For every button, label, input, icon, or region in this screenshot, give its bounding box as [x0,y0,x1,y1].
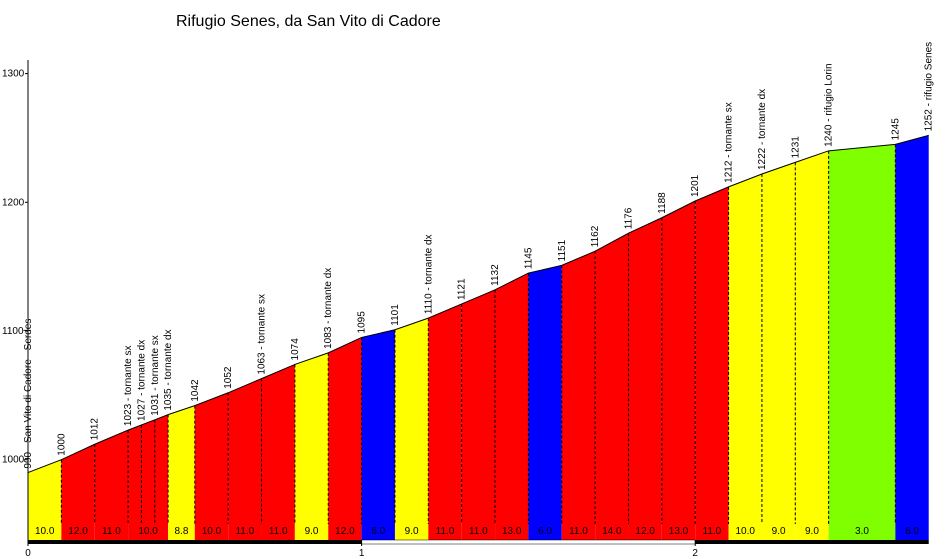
segment-area-11 [394,318,429,540]
grade-label-2: 11.0 [102,526,121,537]
point-label-3: 1023 - tornante sx [123,345,134,426]
y-tick-label-0: 1000 [2,455,25,466]
grade-label-19: 13.0 [669,526,689,537]
x-tick-label-2: 2 [692,548,698,559]
grade-label-6: 11.0 [235,526,254,537]
point-label-13: 1101 [390,304,401,326]
x-tick-label-0: 0 [25,548,31,559]
point-label-17: 1145 [523,247,534,269]
segment-area-13 [461,289,496,540]
segment-area-7 [261,364,295,540]
point-label-19: 1162 [590,225,601,247]
point-label-5: 1031 - tornante sx [150,335,161,416]
point-label-22: 1201 [690,174,701,197]
segment-area-3 [128,414,169,540]
grade-label-22: 9.0 [772,526,786,537]
segment-area-23 [795,150,829,540]
segment-area-17 [595,233,629,541]
point-label-24: 1222 - tornante dx [757,89,768,170]
segment-area-18 [628,217,662,540]
segment-area-0 [28,459,62,540]
grade-label-21: 10.0 [736,526,756,537]
grade-label-8: 9.0 [305,526,319,537]
grade-label-24: 3.0 [855,526,869,537]
x-axis-km-marker [361,539,696,545]
point-label-26: 1240 - rifugio Lorin [824,63,835,146]
segment-area-8 [294,352,329,540]
grade-label-15: 6.0 [538,526,552,537]
grade-label-23: 9.0 [805,526,819,537]
point-label-7: 1042 [190,379,201,402]
point-label-6: 1035 - tornante dx [163,329,174,410]
segment-area-9 [328,337,362,540]
segment-area-25 [895,135,929,540]
segment-area-15 [528,265,562,540]
grade-label-18: 12.0 [635,526,655,537]
point-label-8: 1052 [223,366,234,389]
segment-area-14 [495,273,529,540]
grade-label-5: 10.0 [202,526,222,537]
point-label-2: 1012 [90,418,101,441]
y-tick-label-3: 1300 [2,69,25,80]
axes: 1000 1100 1200 1300 0 1 2 [2,60,929,559]
point-label-18: 1151 [557,239,568,261]
grade-label-0: 10.0 [35,526,55,537]
grade-label-25: 6.0 [905,526,919,537]
segment-area-12 [428,303,462,540]
point-label-16: 1132 [490,264,501,286]
grade-label-1: 12.0 [68,526,88,537]
grade-label-9: 12.0 [335,526,355,537]
point-labels: 990 - San Vito di Cadore - Serdes 1000 101… [23,42,935,469]
point-label-1: 1000 [56,433,67,456]
point-label-0: 990 - San Vito di Cadore - Serdes [23,319,34,469]
y-tick-label-2: 1200 [2,197,25,208]
segment-area-19 [661,201,696,540]
segment-area-22 [761,162,796,540]
grade-labels: 10.0 12.0 11.0 10.0 8.8 10.0 11.0 11.0 9.0 12.0 6.… [35,526,919,537]
point-label-11: 1083 - tornante dx [323,268,334,349]
x-tick-label-1: 1 [359,548,365,559]
gradient-segments [27,134,929,541]
segment-area-5 [194,392,229,540]
point-label-20: 1176 [623,207,634,229]
grade-label-11: 9.0 [405,526,419,537]
segment-area-6 [228,378,262,540]
point-label-15: 1121 [457,278,468,300]
point-label-27: 1245 [890,118,901,141]
grade-label-12: 11.0 [436,526,455,537]
point-label-9: 1063 - tornante sx [257,294,268,375]
segment-area-4 [168,405,195,540]
point-label-21: 1188 [657,192,668,214]
grade-label-17: 14.0 [602,526,622,537]
segment-area-21 [728,173,762,540]
point-label-23: 1212 - tornante sx [724,102,735,183]
grade-label-3: 10.0 [138,526,158,537]
point-label-4: 1027 - tornante dx [136,340,147,421]
point-label-12: 1095 [357,311,368,334]
grade-label-7: 11.0 [269,526,288,537]
segment-area-16 [561,251,596,540]
point-label-14: 1110 - tornante dx [423,234,434,314]
grade-label-16: 11.0 [569,526,588,537]
grade-label-14: 13.0 [502,526,522,537]
grade-label-13: 11.0 [469,526,488,537]
point-label-28: 1252 - rifugio Senes [924,42,935,132]
point-label-25: 1231 [790,136,801,159]
grade-label-20: 11.0 [703,526,722,537]
point-label-10: 1074 [290,338,301,361]
segment-area-20 [695,186,729,540]
segment-area-1 [61,444,95,540]
segment-area-10 [361,329,395,540]
segment-dividers [60,144,896,524]
grade-label-10: 6.0 [371,526,385,537]
segment-area-24 [828,144,896,540]
grade-label-4: 8.8 [175,526,189,537]
y-tick-label-1: 1100 [2,326,24,337]
segment-area-2 [94,430,129,540]
chart-title: Rifugio Senes, da San Vito di Cadore [176,13,441,30]
